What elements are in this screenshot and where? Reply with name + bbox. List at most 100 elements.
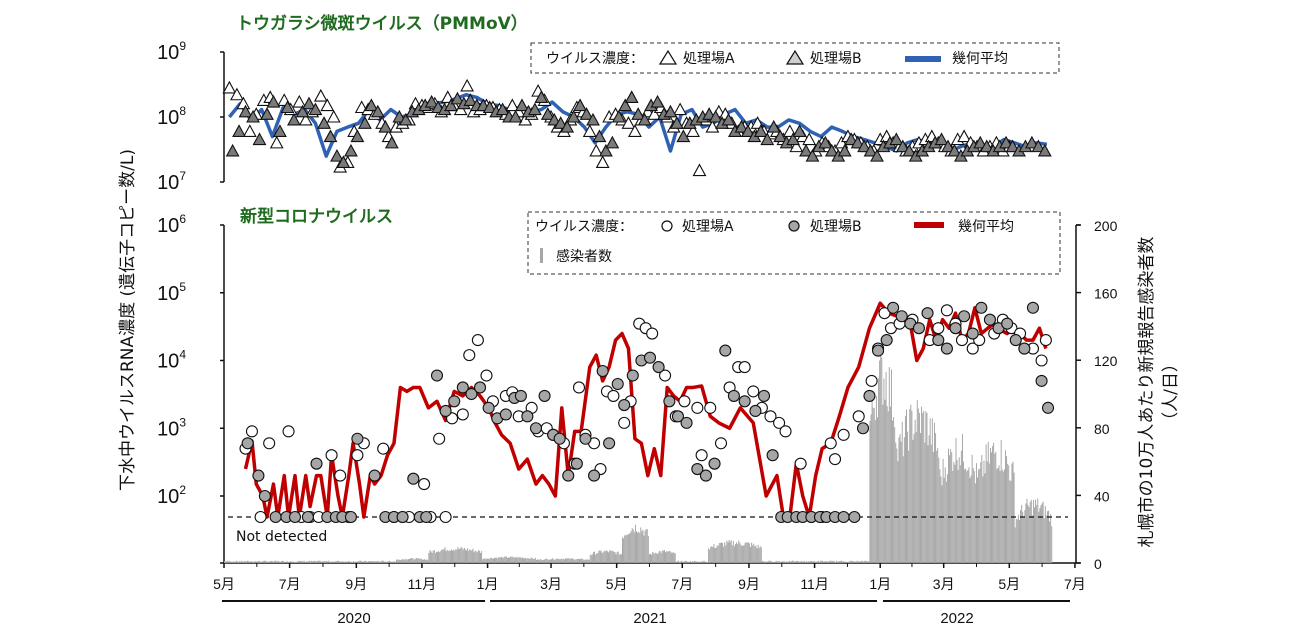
case-bar (572, 558, 574, 563)
covid-point-plant-b (258, 489, 271, 503)
case-bar (274, 560, 276, 563)
case-bar (418, 558, 420, 563)
case-bar (566, 558, 568, 563)
case-bar (602, 552, 604, 563)
case-bar (794, 561, 796, 563)
covid-point-plant-a (646, 327, 659, 340)
case-bar (875, 395, 877, 563)
case-bar (367, 561, 369, 563)
case-bar (716, 545, 718, 563)
case-bar (581, 558, 583, 563)
case-bar (690, 561, 692, 563)
pmmov-legend-plant-b: 処理場B (810, 51, 862, 67)
pmmov-point-plant-b (895, 139, 910, 153)
case-bar (513, 557, 515, 563)
case-bar (235, 560, 237, 563)
case-bar (677, 560, 679, 563)
case-bar (638, 531, 640, 563)
case-bar (1048, 510, 1049, 563)
case-bar (430, 551, 432, 563)
x-tick-label: 3月 (540, 576, 562, 592)
case-bar (576, 559, 578, 563)
covid-point-plant-b (880, 334, 893, 347)
case-bar (258, 560, 260, 563)
case-bar (442, 549, 444, 563)
case-bar (270, 560, 272, 563)
case-bar (254, 561, 256, 563)
case-bar (734, 543, 736, 563)
pmmov-ytick-label: 109 (157, 39, 186, 64)
case-bar (778, 561, 779, 563)
case-bar (954, 464, 956, 563)
case-bar (893, 417, 895, 563)
case-bar (514, 557, 516, 563)
case-bar (773, 561, 775, 563)
case-bar (864, 560, 866, 563)
y2-tick-label: 80 (1094, 421, 1110, 437)
covid-point-plant-a (773, 416, 786, 429)
case-bar (502, 558, 504, 563)
case-bar (1051, 526, 1053, 563)
case-bar (454, 550, 456, 563)
case-bar (895, 442, 897, 563)
case-bar (675, 561, 677, 563)
case-bar (709, 549, 711, 563)
case-bar (915, 431, 917, 563)
covid-ytick-label: 104 (157, 348, 186, 373)
case-bar (708, 548, 710, 563)
case-bar (1022, 511, 1024, 563)
case-bar (655, 552, 657, 563)
case-bar (617, 551, 619, 563)
case-bar (931, 418, 933, 563)
case-bar (977, 477, 978, 563)
covid-point-plant-a (456, 408, 469, 421)
case-bar (711, 546, 713, 563)
case-bar (402, 559, 404, 563)
case-bar (668, 551, 670, 563)
covid-point-plant-a (1035, 354, 1048, 367)
covid-point-plant-b (912, 322, 925, 335)
case-bar (316, 561, 318, 563)
case-bar (911, 410, 913, 563)
case-bar (310, 561, 312, 563)
case-bar (458, 548, 460, 563)
case-bar (997, 467, 999, 563)
case-bar (359, 560, 361, 563)
case-bar (991, 452, 992, 563)
case-bar (305, 561, 307, 563)
case-bar (1038, 511, 1040, 563)
case-bar (1006, 456, 1008, 563)
case-bar (867, 561, 869, 563)
case-bar (592, 552, 594, 563)
case-bar (818, 561, 820, 563)
case-bar (960, 450, 962, 563)
case-bar (700, 561, 702, 563)
case-bar (335, 561, 337, 563)
pmmov-point-plant-a (647, 107, 662, 120)
covid-point-plant-b (958, 310, 971, 323)
case-bar (748, 543, 750, 563)
case-bar (741, 545, 743, 563)
covid-point-plant-b (538, 389, 551, 402)
case-bar (406, 559, 408, 563)
pmmov-point-plant-b (760, 132, 775, 146)
case-bar (826, 560, 828, 563)
case-bar (707, 561, 708, 563)
case-bar (613, 551, 615, 563)
case-bar (608, 552, 610, 563)
case-bar (840, 560, 842, 563)
case-bar (866, 560, 868, 563)
case-bar (474, 550, 476, 563)
case-bar (226, 561, 228, 563)
case-bar (894, 427, 896, 563)
case-bar (411, 557, 413, 563)
pmmov-point-plant-b (444, 98, 458, 112)
y2-tick-label: 40 (1094, 488, 1110, 504)
case-bar (925, 411, 927, 563)
case-bar (569, 559, 571, 563)
case-bar (853, 561, 855, 563)
year-2021: 2021 (633, 610, 666, 627)
pmmov-point-plant-b (273, 124, 287, 137)
case-bar (723, 546, 725, 563)
covid-ytick-label: 106 (157, 212, 186, 237)
